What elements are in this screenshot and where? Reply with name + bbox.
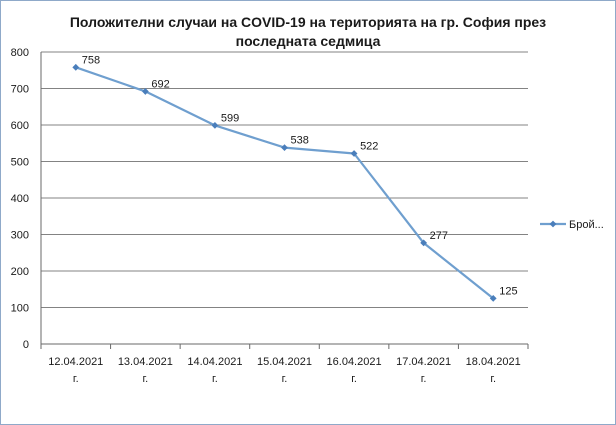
data-point-marker [211,121,219,129]
chart-title-line-2: последната седмица [236,33,381,49]
legend-label: Брой... [569,219,604,231]
y-tick-label: 800 [11,47,29,59]
x-tick-label: 18.04.2021 г. [466,356,521,385]
data-point-marker [72,63,80,71]
y-tick-label: 600 [11,120,29,132]
series-layer [72,63,497,302]
legend: Брой... [540,219,604,231]
x-tick-label: 16.04.2021 г. [327,356,382,385]
data-point-marker [281,144,288,152]
y-tick-label: 300 [11,230,29,242]
y-tick-label: 700 [11,84,29,96]
y-tick-label: 500 [11,157,29,169]
x-tick-label: 14.04.2021 г. [187,356,242,385]
data-label: 599 [221,112,239,124]
axes [40,52,529,349]
chart-title-line-1: Положителни случаи на COVID-19 на терито… [70,14,546,30]
data-label: 125 [499,285,517,297]
legend-marker-swatch [549,220,557,228]
gridlines [41,51,528,308]
x-tick-label: 17.04.2021 г. [396,356,451,385]
y-tick-label: 200 [11,266,29,278]
data-label: 277 [430,230,448,242]
data-label: 692 [151,78,169,90]
x-axis-tick-labels: 12.04.2021 г. 13.04.2021 г. 14.04.2021 г. 15.0… [48,356,520,385]
data-labels: 758 692 599 538 522 277 125 [82,54,518,297]
y-tick-label: 100 [11,303,29,315]
data-label: 758 [82,54,100,66]
data-label: 522 [360,140,378,152]
data-point-marker [420,239,428,247]
data-point-marker [350,150,358,157]
data-point-marker [141,88,149,95]
y-tick-label: 400 [11,193,29,205]
x-tick-label: 13.04.2021 г. [118,356,173,385]
x-tick-label: 12.04.2021 г. [48,356,103,385]
x-tick-label: 15.04.2021 г. [257,356,312,385]
data-point-marker [489,294,497,302]
data-label: 538 [291,135,309,147]
chart-title: Положителни случаи на COVID-19 на терито… [70,14,546,49]
y-axis-tick-labels: 0 100 200 300 400 500 600 700 800 [11,47,29,351]
y-tick-label: 0 [23,339,29,351]
